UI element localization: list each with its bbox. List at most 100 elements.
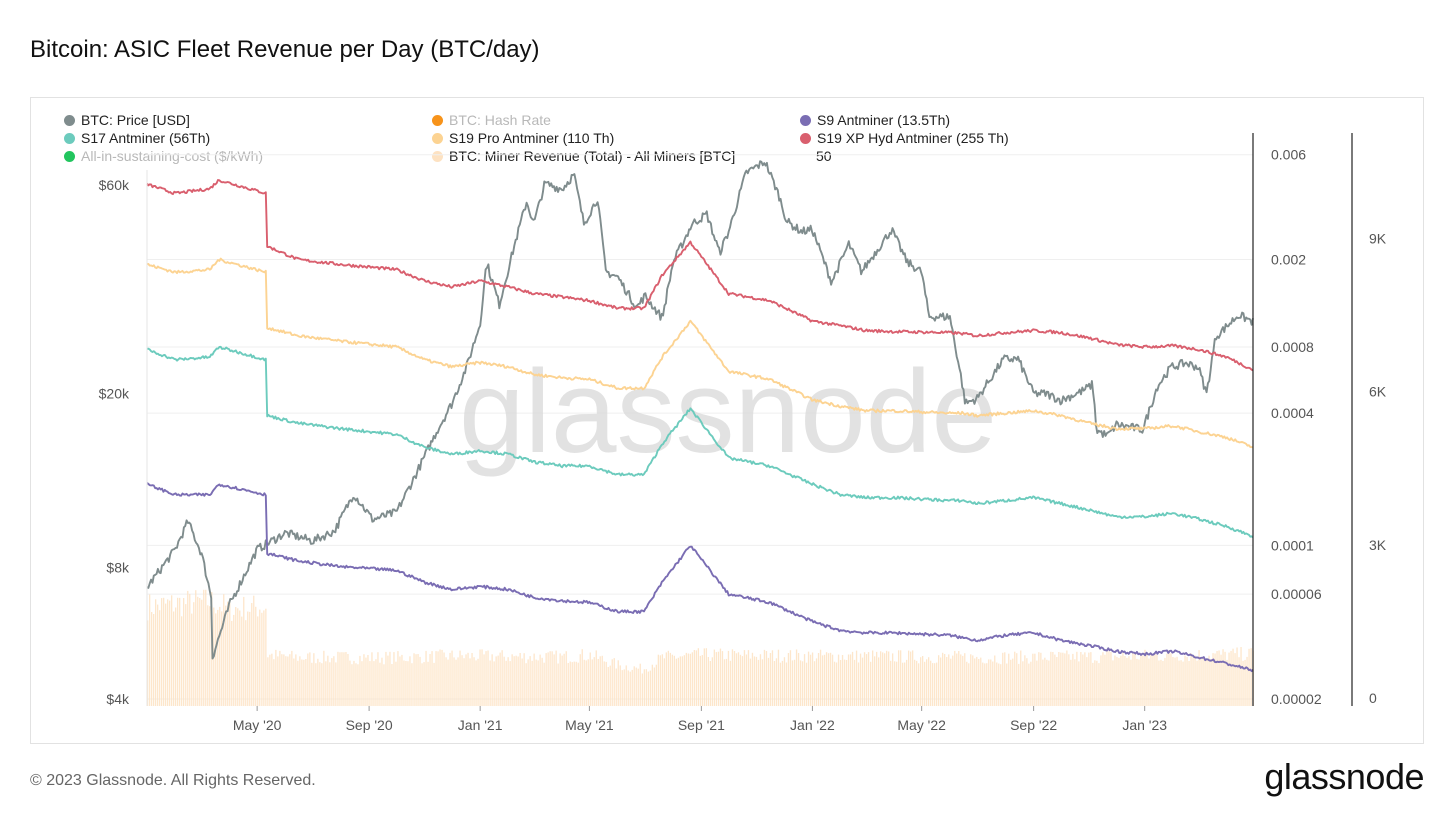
- miner-revenue-bar: [583, 659, 585, 706]
- miner-revenue-bar: [1176, 656, 1178, 706]
- miner-revenue-bar: [359, 655, 361, 706]
- miner-revenue-bar: [713, 649, 715, 706]
- miner-revenue-bar: [982, 662, 984, 706]
- x-axis-tick-label: May '22: [897, 717, 946, 733]
- miner-revenue-bar: [785, 662, 788, 706]
- miner-revenue-bar: [831, 654, 834, 706]
- miner-revenue-bar: [439, 649, 441, 706]
- miner-revenue-bar: [183, 598, 185, 706]
- miner-revenue-bar: [779, 662, 782, 706]
- series-line: [146, 179, 1254, 372]
- miner-revenue-bar: [918, 663, 920, 706]
- miner-revenue-bar: [667, 650, 669, 706]
- left-axis-tick-label: $20k: [99, 386, 130, 402]
- miner-revenue-bar: [541, 657, 543, 706]
- miner-revenue-bar: [189, 594, 191, 706]
- miner-revenue-bar: [159, 610, 161, 706]
- miner-revenue-bar: [1164, 657, 1166, 706]
- miner-revenue-bar: [335, 662, 337, 706]
- miner-revenue-bar: [687, 653, 689, 706]
- legend-item[interactable]: S19 Pro Antminer (110 Th): [432, 130, 614, 146]
- miner-revenue-bar: [1188, 661, 1190, 706]
- legend-item[interactable]: S17 Antminer (56Th): [64, 130, 210, 146]
- legend-item[interactable]: S19 XP Hyd Antminer (255 Th): [800, 130, 1009, 146]
- x-axis-tick-label: Jan '22: [790, 717, 835, 733]
- miner-revenue-bar: [523, 653, 525, 706]
- miner-revenue-bar: [904, 662, 906, 706]
- right-axis-tick-label: 0.00006: [1271, 586, 1322, 602]
- miner-revenue-bar: [721, 651, 724, 706]
- miner-revenue-bar: [507, 657, 509, 706]
- miner-revenue-bar: [643, 669, 645, 706]
- miner-revenue-bar: [1150, 654, 1152, 706]
- miner-revenue-bar: [998, 663, 1000, 706]
- miner-revenue-bar: [1094, 660, 1096, 706]
- miner-revenue-bar: [511, 654, 513, 706]
- miner-revenue-bar: [341, 652, 343, 706]
- miner-revenue-bar: [1052, 652, 1054, 706]
- miner-revenue-bar: [569, 661, 571, 706]
- miner-revenue-bar: [920, 657, 922, 706]
- miner-revenue-bar: [954, 650, 956, 706]
- miner-revenue-bar: [821, 655, 824, 706]
- miner-revenue-bar: [751, 652, 754, 706]
- miner-revenue-bar: [1064, 653, 1066, 706]
- miner-revenue-bar: [1248, 648, 1250, 706]
- miner-revenue-bar: [391, 664, 393, 706]
- miner-revenue-bar: [966, 661, 968, 706]
- miner-revenue-bar: [329, 662, 331, 706]
- left-axis-tick-label: $60k: [99, 177, 130, 193]
- miner-revenue-bar: [1026, 658, 1028, 706]
- miner-revenue-bar: [1032, 653, 1034, 706]
- miner-revenue-bar: [269, 654, 271, 706]
- miner-revenue-bar: [521, 658, 523, 706]
- miner-revenue-bar: [1236, 647, 1238, 706]
- legend-swatch-icon: [432, 151, 443, 162]
- miner-revenue-bar: [976, 656, 978, 706]
- miner-revenue-bar: [505, 660, 507, 706]
- miner-revenue-bar: [912, 650, 914, 706]
- miner-revenue-bar: [579, 654, 581, 706]
- miner-revenue-bar: [271, 653, 273, 706]
- miner-revenue-bar: [916, 660, 918, 706]
- miner-revenue-bar: [563, 653, 565, 706]
- miner-revenue-bar: [673, 655, 675, 706]
- miner-revenue-bar: [625, 665, 627, 706]
- miner-revenue-bar: [571, 662, 573, 706]
- miner-revenue-bar: [715, 652, 717, 706]
- miner-revenue-bar: [243, 596, 245, 706]
- legend-item[interactable]: All-in-sustaining-cost ($/kWh): [64, 148, 263, 164]
- miner-revenue-bar: [265, 608, 267, 706]
- miner-revenue-bar: [996, 662, 998, 706]
- x-axis-tick-label: May '20: [233, 717, 282, 733]
- miner-revenue-bar: [783, 657, 786, 706]
- legend-item[interactable]: S9 Antminer (13.5Th): [800, 112, 950, 128]
- miner-revenue-bar: [447, 659, 449, 706]
- miner-revenue-bar: [890, 660, 892, 706]
- miner-revenue-bar: [880, 651, 882, 706]
- miner-revenue-bar: [285, 656, 287, 706]
- miner-revenue-bar: [453, 657, 455, 706]
- miner-revenue-bar: [892, 653, 894, 706]
- legend-item[interactable]: BTC: Hash Rate: [432, 112, 551, 128]
- miner-revenue-bar: [153, 614, 155, 706]
- miner-revenue-bar: [461, 655, 463, 706]
- series-line: [146, 160, 1254, 660]
- miner-revenue-bar: [1242, 660, 1244, 706]
- miner-revenue-bar: [427, 661, 429, 706]
- miner-revenue-bar: [595, 650, 597, 706]
- miner-revenue-bar: [1182, 661, 1184, 706]
- miner-revenue-bar: [1106, 651, 1108, 706]
- legend-item[interactable]: BTC: Miner Revenue (Total) - All Miners …: [432, 148, 735, 164]
- miner-revenue-bar: [455, 659, 457, 706]
- miner-revenue-bar: [968, 663, 970, 706]
- miner-revenue-bar: [459, 650, 461, 706]
- miner-revenue-bar: [245, 620, 247, 706]
- legend-item[interactable]: BTC: Price [USD]: [64, 112, 190, 128]
- miner-revenue-bar: [737, 652, 740, 706]
- miner-revenue-bar: [1122, 652, 1124, 706]
- miner-revenue-bar: [649, 670, 651, 706]
- miner-revenue-bar: [315, 663, 317, 706]
- miner-revenue-bar: [1186, 656, 1188, 706]
- miner-revenue-bar: [1022, 661, 1024, 706]
